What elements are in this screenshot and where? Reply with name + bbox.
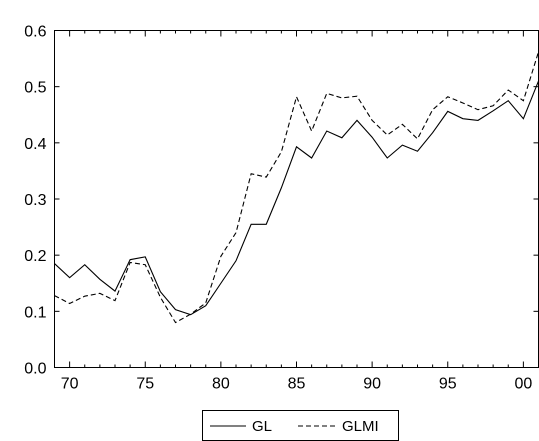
data-point [69,277,70,278]
data-point [175,322,176,323]
data-point [356,120,357,121]
data-point [341,97,342,98]
data-point [311,157,312,158]
data-point [508,89,509,90]
x-tick-label: 90 [363,376,381,393]
data-point [523,100,524,101]
y-tick-label: 0.1 [24,304,46,321]
data-point [493,105,494,106]
data-point [84,296,85,297]
data-point [493,110,494,111]
x-axis: 70 75 80 85 90 95 00 [54,30,539,393]
data-point [145,256,146,257]
series-gl [54,80,539,316]
data-point [462,118,463,119]
plot-frame [54,30,539,368]
data-point [326,130,327,131]
data-point [205,305,206,306]
data-point [235,232,236,233]
data-point [462,102,463,103]
data-point [99,293,100,294]
data-point [251,224,252,225]
data-point [417,151,418,152]
data-point [266,224,267,225]
y-tick-label: 0.4 [24,136,46,153]
data-point [130,262,131,263]
x-tick-label: 80 [212,376,230,393]
data-point [477,120,478,121]
data-point [447,111,448,112]
data-point [387,134,388,135]
data-point [54,263,55,264]
y-tick-label: 0.2 [24,248,46,265]
data-point [402,144,403,145]
data-point [417,138,418,139]
data-point [84,264,85,265]
data-point [447,96,448,97]
data-point [432,132,433,133]
y-tick-label: 0.6 [24,24,46,41]
data-point [54,295,55,296]
data-point [145,264,146,265]
x-tick-label: 95 [439,376,457,393]
legend-label-gl: GL [252,418,272,435]
data-point [432,109,433,110]
x-tick-label: 00 [514,376,532,393]
x-tick-label: 70 [61,376,79,393]
data-point [130,259,131,260]
x-tick-label: 85 [288,376,306,393]
data-point [311,130,312,131]
data-point [372,120,373,121]
data-point [266,176,267,177]
data-point [508,100,509,101]
data-point [281,151,282,152]
data-point [220,283,221,284]
data-point [372,137,373,138]
data-point [190,314,191,315]
legend: GL GLMI [202,410,399,441]
data-point [296,146,297,147]
data-point [220,256,221,257]
data-point [326,93,327,94]
data-point [402,124,403,125]
series-layer [54,51,539,324]
data-point [251,173,252,174]
legend-label-glmi: GLMI [342,418,379,435]
data-point [99,279,100,280]
series-line-gl [54,80,539,316]
data-point [341,137,342,138]
data-point [160,291,161,292]
data-point [69,303,70,304]
x-tick-label: 75 [136,376,154,393]
y-tick-label: 0.3 [24,192,46,209]
data-point [296,96,297,97]
data-point [281,187,282,188]
data-point [114,300,115,301]
data-point [523,118,524,119]
y-tick-label: 0.5 [24,80,46,97]
data-point [205,302,206,303]
data-point [114,291,115,292]
data-point [477,109,478,110]
data-point [387,157,388,158]
y-axis: 0.0 0.1 0.2 0.3 0.4 0.5 0.6 [24,24,539,378]
series-line-glmi [54,51,539,324]
data-point [160,297,161,298]
y-tick-label: 0.0 [24,361,46,378]
data-point [175,309,176,310]
data-point [235,260,236,261]
data-point [356,96,357,97]
series-glmi [54,51,539,324]
